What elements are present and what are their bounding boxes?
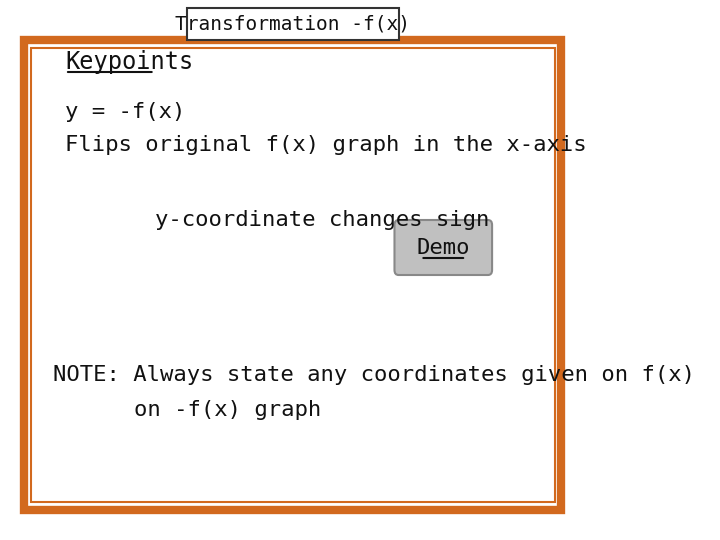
FancyBboxPatch shape [395, 220, 492, 275]
Text: y = -f(x): y = -f(x) [65, 102, 186, 122]
Text: y-coordinate changes sign: y-coordinate changes sign [155, 210, 489, 230]
Text: NOTE: Always state any coordinates given on f(x): NOTE: Always state any coordinates given… [53, 365, 695, 385]
Text: Keypoints: Keypoints [65, 50, 193, 74]
Text: Demo: Demo [417, 238, 470, 258]
Text: on -f(x) graph: on -f(x) graph [134, 400, 321, 420]
Text: Transformation -f(x): Transformation -f(x) [175, 15, 410, 33]
FancyBboxPatch shape [187, 8, 399, 40]
Text: Flips original f(x) graph in the x-axis: Flips original f(x) graph in the x-axis [65, 135, 587, 155]
FancyBboxPatch shape [24, 40, 561, 510]
FancyBboxPatch shape [31, 48, 554, 502]
